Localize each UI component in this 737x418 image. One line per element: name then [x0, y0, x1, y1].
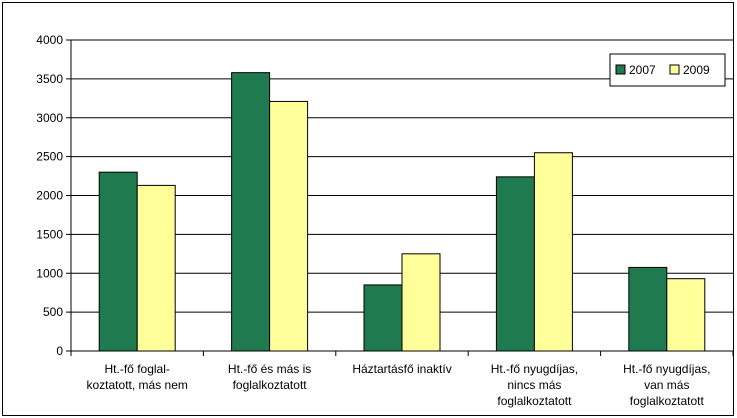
legend-swatch-2009	[669, 64, 680, 75]
y-tick-label: 1000	[36, 266, 63, 280]
bar-2009-4	[666, 278, 706, 352]
x-tick-label: Háztartásfő inaktív	[352, 362, 451, 376]
x-tick-label: Ht.-fő foglal-koztatott, más nem	[87, 362, 188, 392]
legend-box	[609, 53, 726, 87]
axes	[70, 40, 734, 356]
bar-2009-1	[269, 100, 309, 352]
legend: 2007 2009	[609, 53, 726, 87]
y-tick-label: 3000	[36, 111, 63, 125]
bar-2009-2	[401, 253, 441, 352]
x-tick-label: Ht.-fő nyugdíjas, van más foglalkoztatott	[623, 362, 710, 408]
bar-2007-2	[363, 284, 403, 352]
x-tick-label: Ht.-fő nyugdíjas, nincs más foglalkoztatot…	[491, 362, 578, 408]
y-tick-label: 3500	[36, 72, 63, 86]
bars	[98, 72, 706, 352]
x-axis-labels: Ht.-fő foglal-koztatott, más nem Ht.-fő é…	[87, 362, 711, 408]
y-tick-label: 2500	[36, 150, 63, 164]
bar-2007-0	[98, 171, 138, 352]
x-tick-label: Ht.-fő és más is foglalkoztatott	[228, 362, 311, 392]
y-tick-label: 4000	[36, 33, 63, 47]
y-tick-label: 500	[43, 305, 63, 319]
y-tick-label: 1500	[36, 227, 63, 241]
bar-2007-1	[231, 72, 271, 352]
legend-label-2007: 2007	[629, 63, 656, 77]
bar-2009-3	[533, 152, 573, 352]
y-axis-ticks: 0 500 1000 1500 2000 2500 3000 3500 4000	[36, 33, 71, 358]
legend-swatch-2007	[615, 64, 626, 75]
bar-2007-3	[495, 176, 535, 352]
bar-2009-0	[136, 184, 176, 352]
bar-2007-4	[628, 266, 668, 352]
legend-label-2009: 2009	[683, 63, 710, 77]
y-tick-label: 2000	[36, 189, 63, 203]
y-tick-label: 0	[56, 344, 63, 358]
